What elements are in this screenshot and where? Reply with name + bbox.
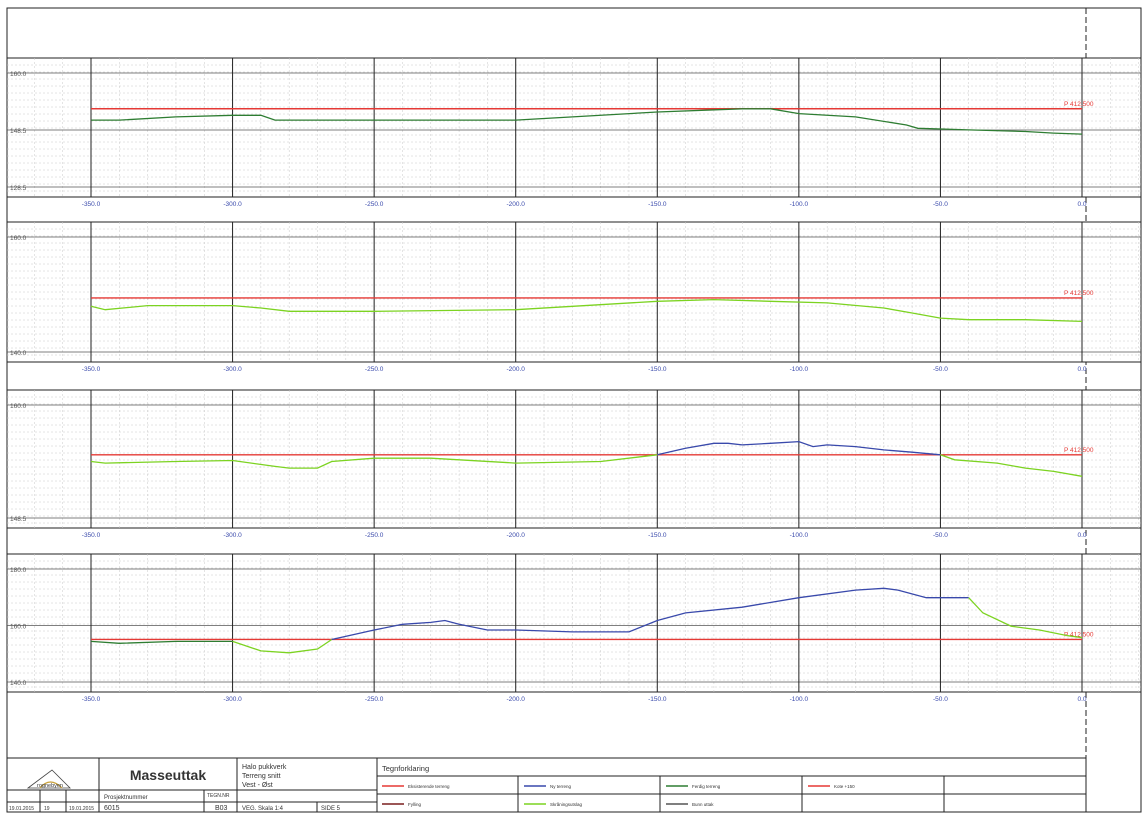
x-tick-label: -300.0: [223, 366, 242, 373]
x-tick-label: -300.0: [223, 532, 242, 539]
y-tick-label: 160.0: [10, 624, 27, 631]
drawing-number: B03: [215, 805, 228, 812]
reference-level-label: P 412.500: [1064, 101, 1094, 108]
legend-label: Bunn uttak: [692, 802, 714, 807]
legend-label: Ny terreng: [550, 784, 572, 789]
legend-item-finished-terrain: Ferdig terreng: [666, 784, 721, 789]
project-number-label: Prosjektnummer: [104, 795, 148, 801]
x-tick-label: -150.0: [648, 366, 667, 373]
y-tick-label: 148.5: [10, 128, 27, 135]
x-tick-label: 0.0: [1077, 366, 1086, 373]
x-tick-label: -200.0: [506, 696, 525, 703]
x-tick-label: -100.0: [790, 366, 809, 373]
x-tick-label: -150.0: [648, 696, 667, 703]
legend-label: Fylling: [408, 802, 422, 807]
project-line-3: Vest - Øst: [242, 782, 273, 789]
y-tick-label: 140.0: [10, 680, 27, 687]
terrain-profile-line: [232, 638, 333, 654]
title-block: rognebyen Masseuttak Halo pukkverk Terre…: [6, 757, 1087, 813]
x-tick-label: -300.0: [223, 696, 242, 703]
x-tick-label: 0.0: [1077, 696, 1086, 703]
terrain-profile-line: [940, 454, 1083, 477]
terrain-profile-line: [90, 454, 658, 469]
x-tick-label: -250.0: [365, 696, 384, 703]
legend-label: Kote +150: [834, 784, 855, 789]
x-tick-label: -250.0: [365, 366, 384, 373]
legend-item-pit-bottom: Bunn uttak: [666, 802, 714, 807]
legend-item-new-terrain: Ny terreng: [524, 784, 572, 789]
y-tick-label: 160.0: [10, 235, 27, 242]
reference-level-label: P 412.500: [1064, 447, 1094, 454]
x-tick-label: -250.0: [365, 532, 384, 539]
terrain-profile-line: [90, 298, 1083, 323]
x-tick-label: -50.0: [933, 532, 948, 539]
y-tick-label: 148.5: [10, 516, 27, 523]
x-tick-label: -100.0: [790, 696, 809, 703]
project-line-2: Terreng snitt: [242, 773, 281, 780]
legend-label: Skråningsutslag: [550, 801, 583, 807]
x-tick-label: -50.0: [933, 201, 948, 208]
revision: 19: [44, 806, 50, 812]
terrain-profile-line: [91, 108, 1083, 135]
x-tick-label: -100.0: [790, 532, 809, 539]
date-left: 19.01.2015: [9, 806, 34, 812]
panel-frame: [6, 57, 1142, 198]
profile-panel-3: 160.0 148.5 -350.0 -300.0 -250.0 -200.0 -150.0…: [6, 389, 1142, 539]
reference-level-label: P 412.500: [1064, 290, 1094, 297]
x-tick-label: -50.0: [933, 696, 948, 703]
panel-frame: [6, 389, 1142, 529]
terrain-profile-line: [90, 640, 233, 644]
x-tick-label: -150.0: [648, 532, 667, 539]
drawing-number-label: TEGN.NR: [207, 793, 230, 799]
reference-level-label: P 412.500: [1064, 631, 1094, 638]
y-tick-label: 160.0: [10, 403, 27, 410]
project-number: 6015: [104, 805, 120, 812]
y-tick-label: 140.0: [10, 350, 27, 357]
terrain-profile-line: [331, 587, 969, 641]
terrain-profile-line: [657, 440, 941, 456]
legend-item-slope: Skråningsutslag: [524, 801, 583, 807]
legend-item-existing-terrain: Eksisterende terreng: [382, 784, 450, 789]
x-tick-label: -250.0: [365, 201, 384, 208]
sheet-number: SIDE 5: [321, 806, 341, 812]
scale: VEG. Skala 1:4: [242, 806, 284, 812]
logo-text: rognebyen: [37, 783, 63, 789]
legend-label: Eksisterende terreng: [408, 784, 450, 789]
x-tick-label: -150.0: [648, 201, 667, 208]
y-tick-label: 180.0: [10, 567, 27, 574]
y-tick-label: 160.0: [10, 71, 27, 78]
panel-frame: [6, 221, 1142, 363]
x-tick-label: 0.0: [1077, 532, 1086, 539]
x-tick-label: -200.0: [506, 201, 525, 208]
x-tick-label: -350.0: [82, 201, 101, 208]
panel-frame: [6, 553, 1142, 693]
y-tick-label: 128.5: [10, 185, 27, 192]
x-tick-label: 0.0: [1077, 201, 1086, 208]
legend-title: Tegnforklaring: [382, 764, 429, 773]
x-tick-label: -100.0: [790, 201, 809, 208]
legend-item-level-150: Kote +150: [808, 784, 855, 789]
x-tick-label: -350.0: [82, 366, 101, 373]
profile-panels: 160.0 148.5 128.5 -350.0 -300.0 -250.0 -200.0 -…: [6, 57, 1142, 703]
project-line-1: Halo pukkverk: [242, 764, 287, 771]
profile-panel-1: 160.0 148.5 128.5 -350.0 -300.0 -250.0 -200.0 -…: [6, 57, 1142, 208]
x-tick-label: -200.0: [506, 532, 525, 539]
date-right: 19.01.2015: [69, 806, 94, 812]
drawing-title: Masseuttak: [130, 767, 206, 783]
company-logo: rognebyen: [26, 769, 71, 789]
legend-item-fill: Fylling: [382, 802, 422, 807]
profile-panel-4: 180.0 160.0 140.0 -350.0 -300.0 -250.0 -200.0 -…: [6, 553, 1142, 703]
x-tick-label: -50.0: [933, 366, 948, 373]
x-tick-label: -300.0: [223, 201, 242, 208]
x-tick-label: -200.0: [506, 366, 525, 373]
x-tick-label: -350.0: [82, 532, 101, 539]
terrain-profile-line: [968, 597, 1083, 639]
x-tick-label: -350.0: [82, 696, 101, 703]
profile-panel-2: 160.0 140.0 -350.0 -300.0 -250.0 -200.0 -150.0…: [6, 221, 1142, 373]
legend-label: Ferdig terreng: [692, 784, 721, 789]
